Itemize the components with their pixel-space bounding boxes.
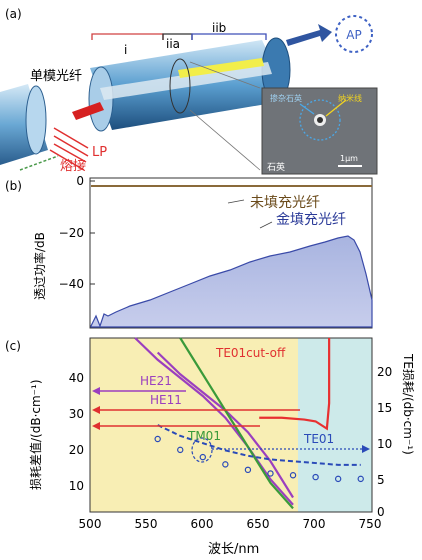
series-te01cut-off	[259, 338, 331, 431]
sem-inset	[261, 87, 378, 175]
panel-b-label: (b)	[5, 179, 22, 193]
panel-c-xlabel: 波长/nm	[208, 542, 259, 557]
panel-c-plot	[89, 337, 373, 513]
fusion-label: 熔接	[60, 158, 86, 174]
panel-c-curves	[134, 337, 364, 510]
ytick-left-40: 40	[69, 371, 84, 385]
xtick-700: 700	[303, 517, 326, 531]
panel-c-label: (c)	[5, 339, 21, 353]
section-iib-bracket	[191, 33, 267, 40]
legend-gold: 金填充光纤	[276, 212, 346, 228]
region-yellow	[90, 338, 298, 512]
inset-silica: 石英	[267, 161, 285, 173]
lp-arrows	[49, 127, 89, 171]
panel-c-yticks-right: 0 5 10 15 20	[377, 365, 392, 519]
section-i-label: i	[124, 43, 127, 57]
ytick-right-5: 5	[377, 473, 385, 487]
ap-label: AP	[346, 28, 361, 42]
ytick-left-30: 30	[69, 407, 84, 421]
gold-filled-area	[90, 235, 373, 328]
panel-c-ylabel-right: TE损耗/(db·cm⁻¹)	[401, 353, 415, 455]
label-te01: TE01	[303, 432, 334, 446]
section-iib-label: iib	[212, 21, 226, 35]
series-he21	[134, 337, 294, 506]
ytick-right-20: 20	[377, 365, 392, 379]
inset-doped-silica: 掺杂石英	[270, 93, 302, 103]
fiber-body	[88, 37, 291, 132]
xtick-600: 600	[191, 517, 214, 531]
panel-c-xticks: 500 550 600 650 700 750	[79, 517, 382, 531]
legend-unfilled: 未填充光纤	[250, 195, 320, 211]
xtick-750: 750	[359, 517, 382, 531]
region-cyan	[298, 338, 372, 512]
label-te01-cutoff: TE01cut-off	[215, 346, 286, 360]
te01-marker	[222, 461, 229, 468]
ap-circle	[335, 15, 373, 53]
panel-c-annotations	[92, 387, 370, 463]
label-tm01: TM01	[187, 429, 221, 443]
panel-b-ytick-20: −20	[59, 226, 84, 240]
te01-marker	[177, 446, 184, 454]
panel-b-ytick-0: 0	[76, 174, 84, 188]
te01-marker	[312, 473, 319, 481]
smf-label: 单模光纤	[30, 69, 82, 84]
ytick-right-15: 15	[377, 401, 392, 415]
panel-c-yticks-left: 10 20 30 40	[69, 371, 84, 493]
xtick-650: 650	[247, 517, 270, 531]
panel-c-ylabel-left: 损耗差值/(dB·cm⁻¹)	[28, 379, 43, 490]
xtick-500: 500	[79, 517, 102, 531]
nanowire	[178, 58, 264, 78]
ytick-right-0: 0	[377, 505, 385, 519]
te01-marker	[267, 470, 274, 477]
label-he11: HE11	[150, 393, 182, 407]
section-iia-label: iia	[166, 37, 180, 51]
te01-marker	[357, 475, 364, 483]
cross-section-ellipse	[169, 58, 191, 114]
te01-marker	[334, 475, 342, 483]
xtick-550: 550	[135, 517, 158, 531]
series-te01-line	[157, 424, 361, 466]
smf-body	[0, 84, 104, 165]
lp-label: LP	[92, 145, 107, 160]
ytick-left-10: 10	[69, 479, 84, 493]
panel-a-label: (a)	[5, 7, 22, 21]
series-tm01	[179, 337, 294, 510]
panel-b-plot	[89, 177, 373, 329]
panel-b-ytick-40: −40	[59, 277, 84, 291]
te01-marker	[154, 435, 161, 443]
ytick-left-20: 20	[69, 443, 84, 457]
core-light	[72, 102, 104, 120]
doped-core-ring	[299, 99, 341, 141]
ytick-right-10: 10	[377, 437, 392, 451]
inset-scale-bar: 1μm	[340, 154, 358, 163]
output-arrow	[286, 24, 332, 46]
te01-marker	[244, 466, 252, 474]
fusion-arrow	[19, 155, 59, 171]
label-he21: HE21	[140, 374, 172, 388]
te01-marker	[289, 472, 297, 479]
panel-b-ylabel: 透过功率/dB	[32, 232, 47, 300]
te01-marker	[199, 453, 206, 461]
section-i-bracket	[91, 33, 164, 40]
inset-nanowire: 纳米线	[338, 93, 362, 103]
